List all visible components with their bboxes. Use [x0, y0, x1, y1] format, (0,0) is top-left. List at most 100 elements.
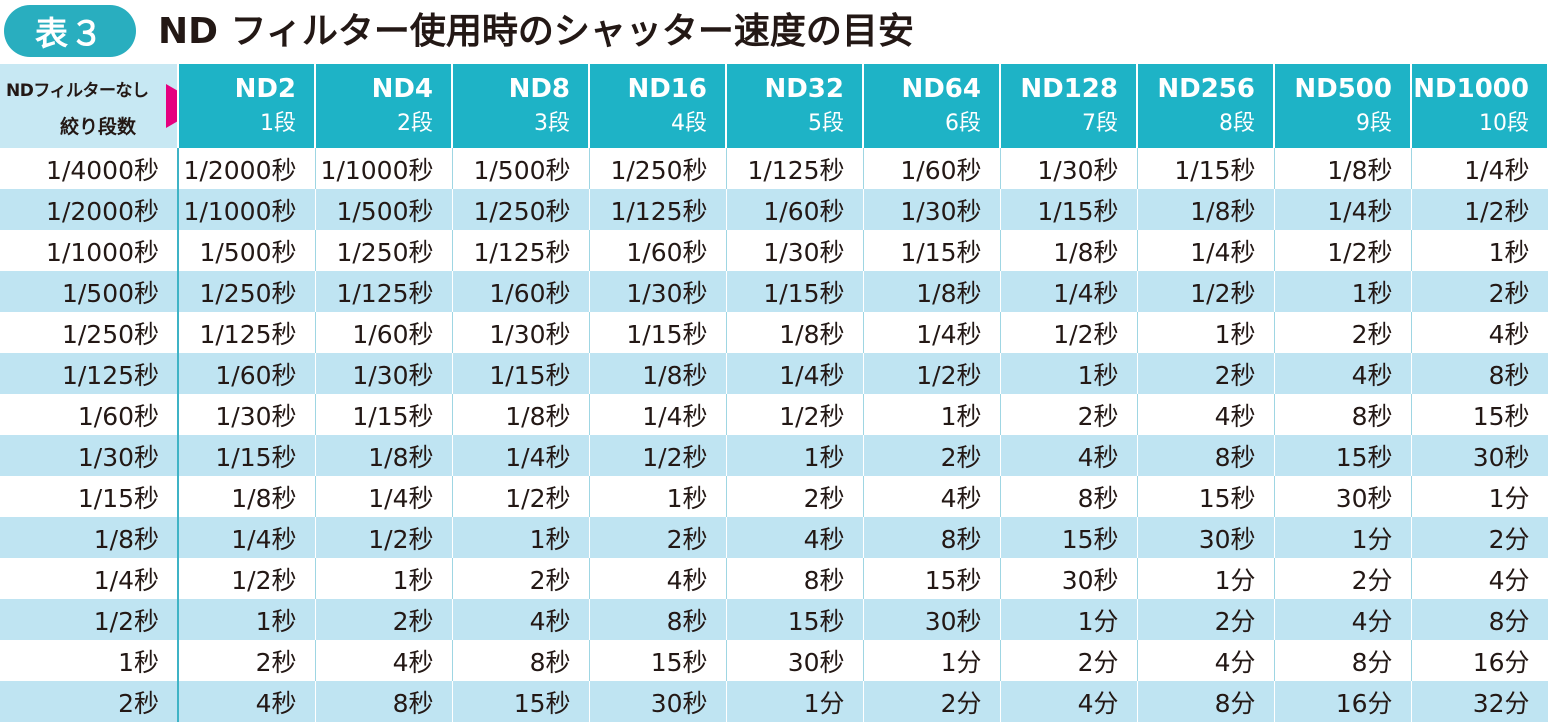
filtered-shutter-speed-cell: 8秒 — [452, 640, 590, 681]
nd-filter-label: ND1000 — [1413, 74, 1529, 104]
filtered-shutter-speed-cell: 30秒 — [1274, 476, 1412, 517]
no-filter-label: NDフィルターなし — [6, 81, 149, 101]
filtered-shutter-speed-cell: 1/4秒 — [1274, 189, 1412, 230]
filtered-shutter-speed-cell: 4秒 — [315, 640, 453, 681]
nd-filter-label: ND4 — [371, 74, 433, 104]
filtered-shutter-speed-cell: 2分 — [1274, 558, 1412, 599]
nd-header-cell: ND256 8段 — [1137, 64, 1275, 148]
nd-filter-label: ND32 — [764, 74, 844, 104]
filtered-shutter-speed-cell: 1/1000秒 — [178, 189, 316, 230]
filtered-shutter-speed-cell: 1秒 — [178, 599, 316, 640]
stop-count-label: 10段 — [1479, 111, 1529, 136]
base-shutter-speed-cell: 1/30秒 — [0, 435, 179, 476]
filtered-shutter-speed-cell: 2秒 — [452, 558, 590, 599]
filtered-shutter-speed-cell: 8秒 — [1274, 394, 1412, 435]
filtered-shutter-speed-cell: 8秒 — [589, 599, 727, 640]
filtered-shutter-speed-cell: 1分 — [726, 681, 864, 722]
filtered-shutter-speed-cell: 1/8秒 — [1274, 148, 1412, 189]
filtered-shutter-speed-cell: 4秒 — [1274, 353, 1412, 394]
filtered-shutter-speed-cell: 1/4秒 — [1000, 271, 1138, 312]
filtered-shutter-speed-cell: 1分 — [863, 640, 1001, 681]
table-row: 1/1000秒 1/500秒 1/250秒 1/125秒 1/60秒 1/30秒 1/15秒… — [0, 230, 1548, 271]
corner-header-cell: NDフィルターなし 絞り段数 — [0, 64, 179, 148]
filtered-shutter-speed-cell: 15秒 — [1274, 435, 1412, 476]
filtered-shutter-speed-cell: 1/2秒 — [589, 435, 727, 476]
table-row: 1/500秒 1/250秒 1/125秒 1/60秒 1/30秒 1/15秒 1/8秒 1/4… — [0, 271, 1548, 312]
filtered-shutter-speed-cell: 1/30秒 — [589, 271, 727, 312]
filtered-shutter-speed-cell: 4分 — [1274, 599, 1412, 640]
filtered-shutter-speed-cell: 1/60秒 — [726, 189, 864, 230]
filtered-shutter-speed-cell: 1/125秒 — [178, 312, 316, 353]
filtered-shutter-speed-cell: 1/30秒 — [178, 394, 316, 435]
filtered-shutter-speed-cell: 4分 — [1411, 558, 1548, 599]
base-shutter-speed-cell: 1/15秒 — [0, 476, 179, 517]
base-shutter-speed-cell: 1/4秒 — [0, 558, 179, 599]
filtered-shutter-speed-cell: 2秒 — [1000, 394, 1138, 435]
filtered-shutter-speed-cell: 2秒 — [1411, 271, 1548, 312]
filtered-shutter-speed-cell: 4秒 — [452, 599, 590, 640]
filtered-shutter-speed-cell: 1/4秒 — [726, 353, 864, 394]
filtered-shutter-speed-cell: 1/8秒 — [452, 394, 590, 435]
filtered-shutter-speed-cell: 1秒 — [1000, 353, 1138, 394]
base-shutter-speed-cell: 1/8秒 — [0, 517, 179, 558]
nd-header-cell: ND32 5段 — [726, 64, 864, 148]
nd-filter-label: ND256 — [1157, 74, 1255, 104]
base-shutter-speed-cell: 1/60秒 — [0, 394, 179, 435]
filtered-shutter-speed-cell: 4秒 — [178, 681, 316, 722]
filtered-shutter-speed-cell: 4秒 — [1411, 312, 1548, 353]
filtered-shutter-speed-cell: 1秒 — [1411, 230, 1548, 271]
filtered-shutter-speed-cell: 30秒 — [1137, 517, 1275, 558]
filtered-shutter-speed-cell: 8秒 — [1137, 435, 1275, 476]
filtered-shutter-speed-cell: 1/125秒 — [315, 271, 453, 312]
filtered-shutter-speed-cell: 16分 — [1274, 681, 1412, 722]
filtered-shutter-speed-cell: 1/15秒 — [726, 271, 864, 312]
nd-filter-label: ND500 — [1294, 74, 1392, 104]
base-shutter-speed-cell: 1/2秒 — [0, 599, 179, 640]
table-row: 1/4秒 1/2秒 1秒 2秒 4秒 8秒 15秒 30秒 1分 2分 4分 — [0, 558, 1548, 599]
filtered-shutter-speed-cell: 15秒 — [1411, 394, 1548, 435]
filtered-shutter-speed-cell: 1/4秒 — [1137, 230, 1275, 271]
filtered-shutter-speed-cell: 1/8秒 — [726, 312, 864, 353]
filtered-shutter-speed-cell: 1分 — [1137, 558, 1275, 599]
base-shutter-speed-cell: 2秒 — [0, 681, 179, 722]
stop-count-label: 8段 — [1219, 111, 1255, 136]
filtered-shutter-speed-cell: 1/8秒 — [1000, 230, 1138, 271]
filtered-shutter-speed-cell: 4秒 — [863, 476, 1001, 517]
base-shutter-speed-cell: 1/125秒 — [0, 353, 179, 394]
filtered-shutter-speed-cell: 30秒 — [863, 599, 1001, 640]
filtered-shutter-speed-cell: 1/125秒 — [589, 189, 727, 230]
filtered-shutter-speed-cell: 2秒 — [178, 640, 316, 681]
nd-header-cell: ND500 9段 — [1274, 64, 1412, 148]
filtered-shutter-speed-cell: 1/60秒 — [452, 271, 590, 312]
filtered-shutter-speed-cell: 1/30秒 — [452, 312, 590, 353]
filtered-shutter-speed-cell: 1/4秒 — [1411, 148, 1548, 189]
filtered-shutter-speed-cell: 1/2秒 — [178, 558, 316, 599]
filtered-shutter-speed-cell: 1秒 — [1137, 312, 1275, 353]
table-row: 1/4000秒 1/2000秒 1/1000秒 1/500秒 1/250秒 1/125秒 1… — [0, 148, 1548, 189]
filtered-shutter-speed-cell: 1/8秒 — [863, 271, 1001, 312]
filtered-shutter-speed-cell: 4秒 — [726, 517, 864, 558]
filtered-shutter-speed-cell: 1/2秒 — [1000, 312, 1138, 353]
filtered-shutter-speed-cell: 8分 — [1137, 681, 1275, 722]
filtered-shutter-speed-cell: 15秒 — [863, 558, 1001, 599]
filtered-shutter-speed-cell: 1分 — [1000, 599, 1138, 640]
filtered-shutter-speed-cell: 1/2秒 — [1411, 189, 1548, 230]
filtered-shutter-speed-cell: 1/60秒 — [315, 312, 453, 353]
shutter-speed-table-container: NDフィルターなし 絞り段数 ND2 1段 ND4 2段 ND8 3段 ND16 4段 ND32… — [0, 64, 1548, 724]
filtered-shutter-speed-cell: 1分 — [1274, 517, 1412, 558]
filtered-shutter-speed-cell: 1/4秒 — [452, 435, 590, 476]
filtered-shutter-speed-cell: 1/15秒 — [863, 230, 1001, 271]
nd-filter-label: ND16 — [627, 74, 707, 104]
filtered-shutter-speed-cell: 16分 — [1411, 640, 1548, 681]
stops-label: 絞り段数 — [60, 116, 137, 138]
filtered-shutter-speed-cell: 1/250秒 — [178, 271, 316, 312]
filtered-shutter-speed-cell: 1/60秒 — [589, 230, 727, 271]
filtered-shutter-speed-cell: 2分 — [1000, 640, 1138, 681]
filtered-shutter-speed-cell: 1/2秒 — [1137, 271, 1275, 312]
filtered-shutter-speed-cell: 1/250秒 — [589, 148, 727, 189]
table-row: 1秒 2秒 4秒 8秒 15秒 30秒 1分 2分 4分 8分 16分 — [0, 640, 1548, 681]
filtered-shutter-speed-cell: 1/15秒 — [589, 312, 727, 353]
filtered-shutter-speed-cell: 1/30秒 — [726, 230, 864, 271]
filtered-shutter-speed-cell: 1/2000秒 — [178, 148, 316, 189]
filtered-shutter-speed-cell: 1/125秒 — [452, 230, 590, 271]
